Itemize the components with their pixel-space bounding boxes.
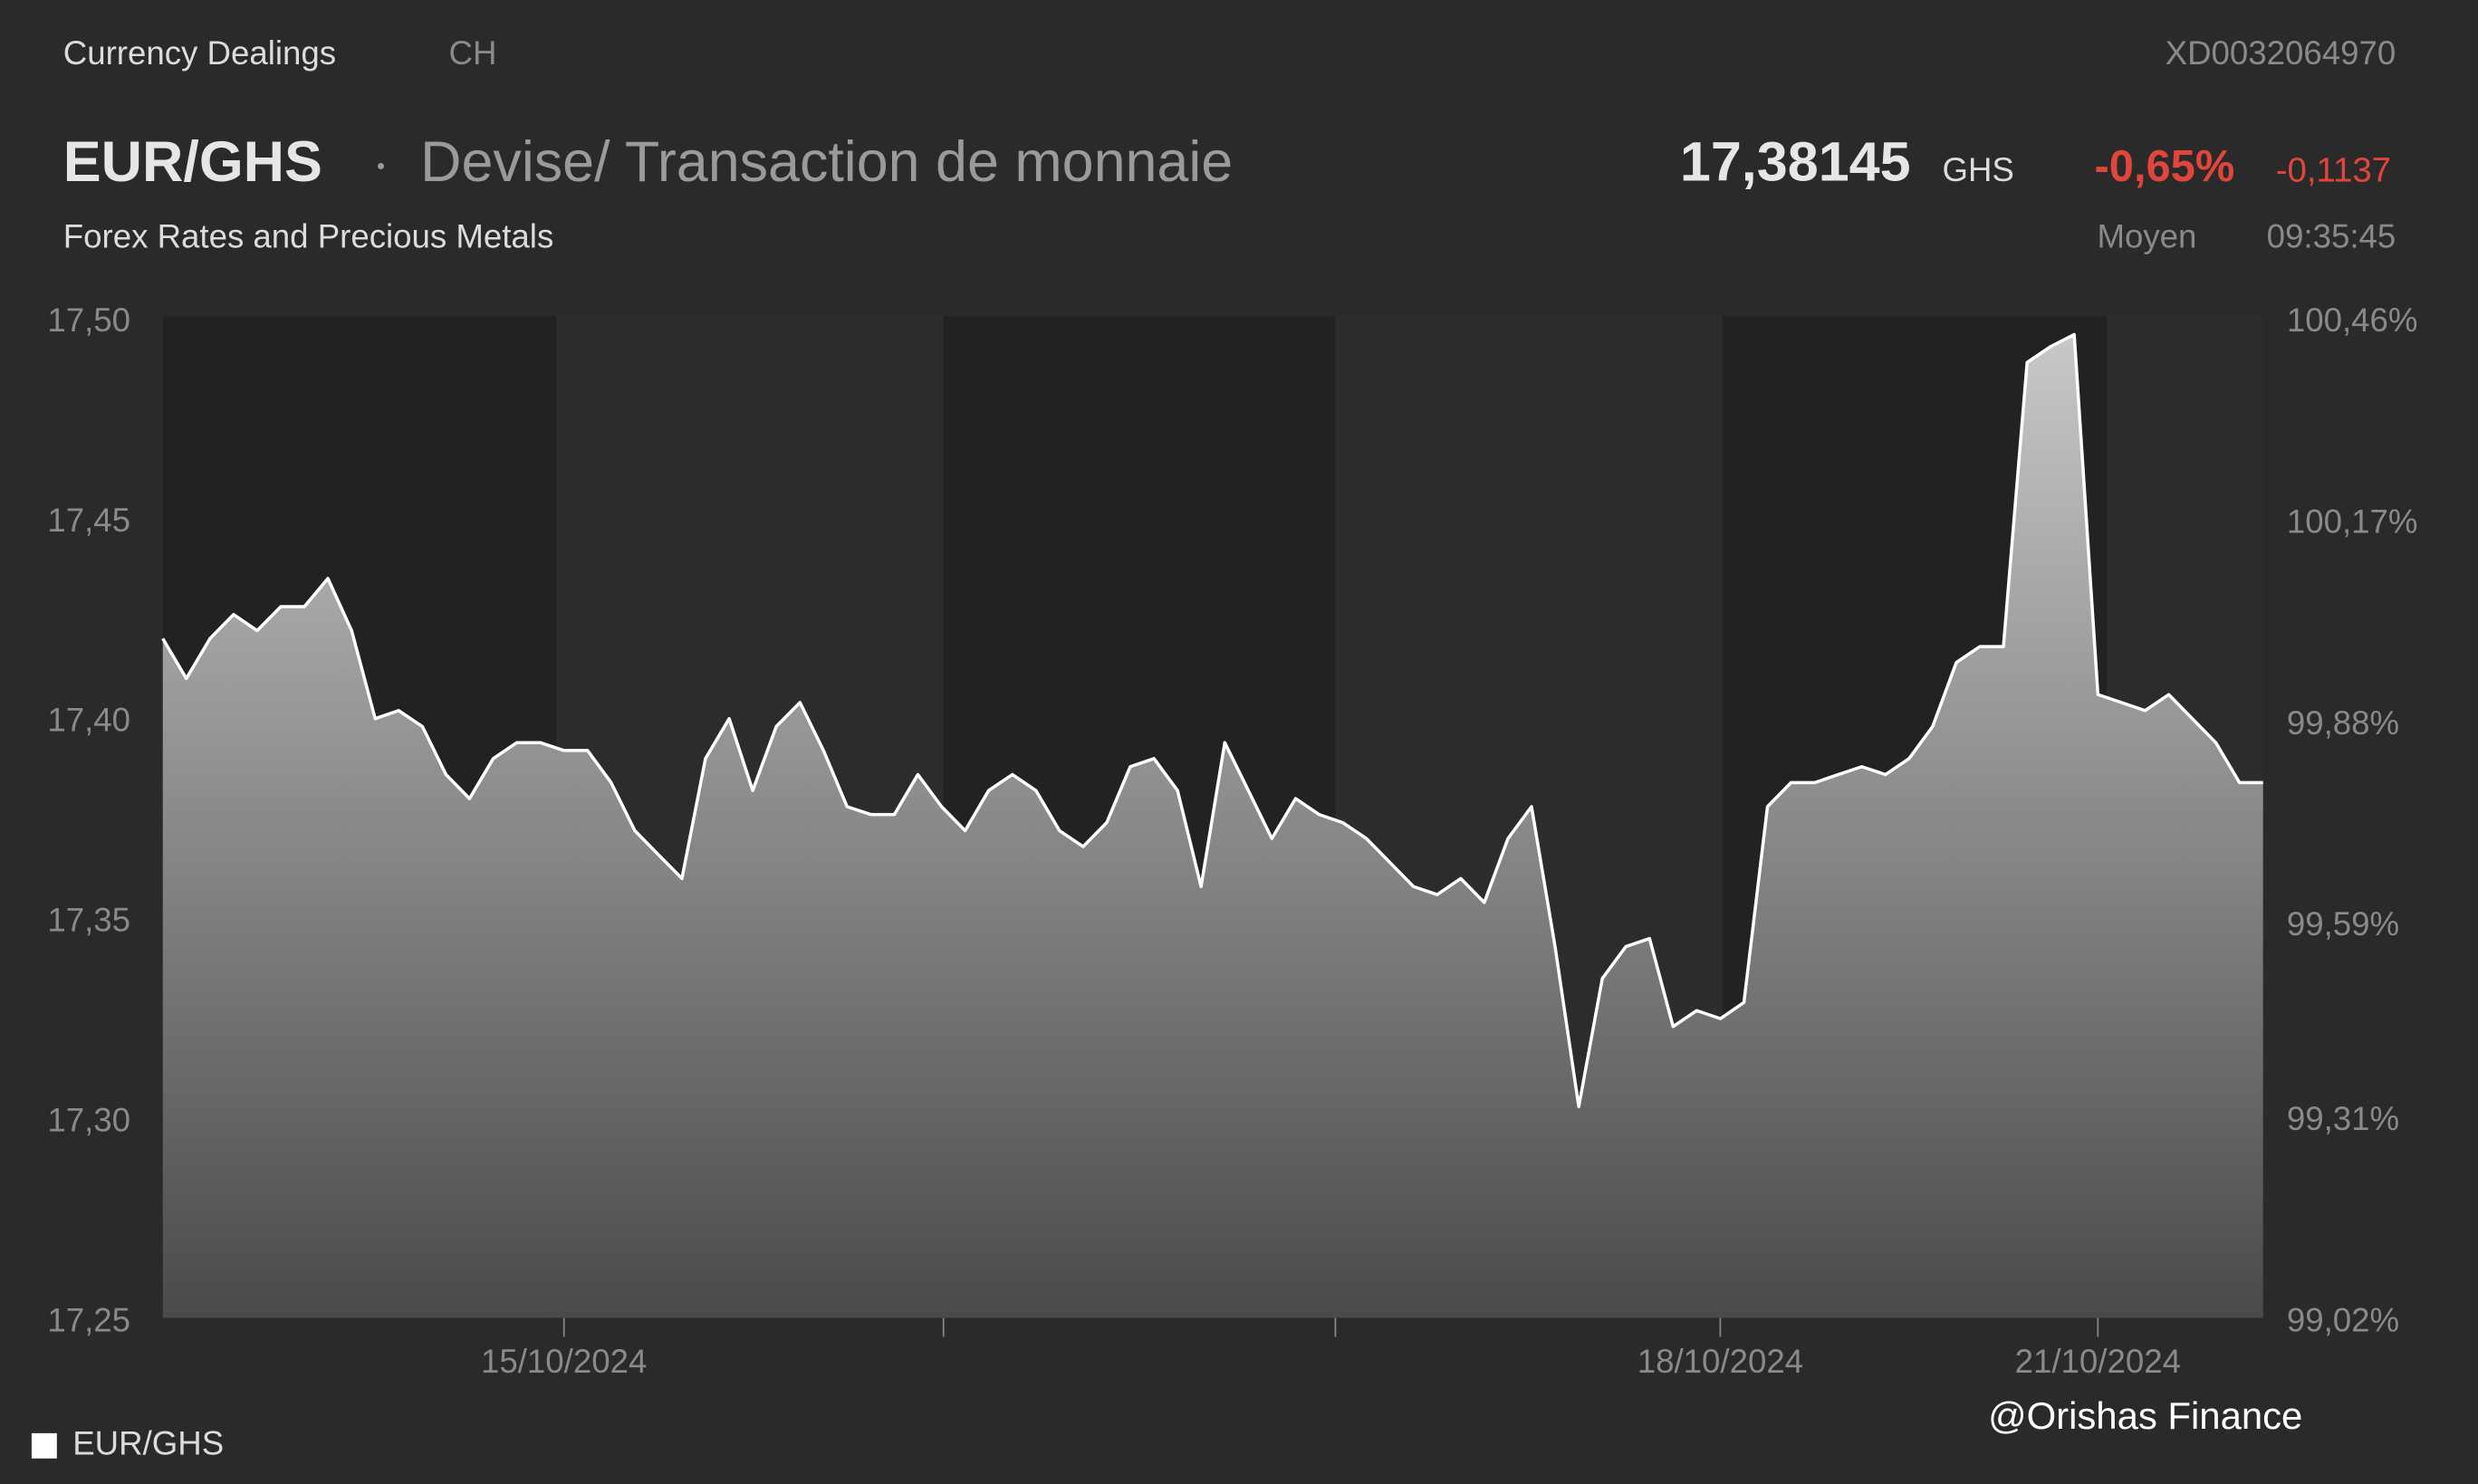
isin: XD0032064970 (2166, 34, 2396, 72)
x-tick-label: 18/10/2024 (1638, 1343, 1803, 1380)
separator (378, 162, 385, 169)
y2-tick-label: 99,31% (2287, 1100, 2399, 1137)
y-tick-label: 17,30 (47, 1102, 130, 1139)
currency: GHS (1942, 151, 2013, 188)
y2-tick-label: 100,46% (2287, 302, 2418, 339)
y-tick-label: 17,25 (47, 1301, 130, 1338)
change-pct: -0,65% (2095, 142, 2235, 191)
time: 09:35:45 (2267, 217, 2396, 254)
y-tick-label: 17,50 (47, 302, 130, 339)
y-tick-label: 17,45 (47, 502, 130, 539)
y2-tick-label: 100,17% (2287, 503, 2418, 540)
x-tick-label: 15/10/2024 (481, 1343, 647, 1380)
symbol: EUR/GHS (63, 130, 322, 194)
legend-label: EUR/GHS (72, 1425, 224, 1462)
price: 17,38145 (1680, 131, 1911, 193)
price-type: Moyen (2097, 217, 2196, 254)
x-tick-label: 21/10/2024 (2015, 1343, 2181, 1380)
change-abs: -0,1137 (2276, 151, 2391, 190)
watermark: @Orishas Finance (1988, 1394, 2302, 1437)
description: Devise/ Transaction de monnaie (420, 130, 1233, 194)
y2-tick-label: 99,02% (2287, 1301, 2399, 1338)
y2-tick-label: 99,59% (2287, 905, 2399, 943)
country: CH (449, 34, 497, 72)
y-tick-label: 17,35 (47, 902, 130, 939)
legend-swatch (31, 1432, 57, 1459)
area (162, 334, 2263, 1318)
subtitle: Forex Rates and Precious Metals (63, 217, 553, 254)
line (161, 332, 2263, 1108)
y2-tick-label: 99,88% (2287, 704, 2399, 742)
source: Currency Dealings (63, 34, 336, 72)
y-tick-label: 17,40 (47, 702, 130, 739)
